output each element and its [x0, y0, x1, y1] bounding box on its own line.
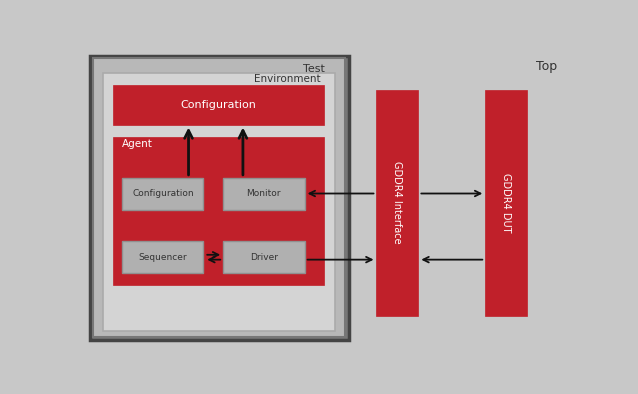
Bar: [223, 178, 305, 210]
Bar: [223, 242, 305, 273]
Text: Sequencer: Sequencer: [138, 253, 187, 262]
Bar: [122, 242, 204, 273]
Bar: [376, 90, 419, 316]
Text: Top: Top: [536, 61, 557, 74]
Text: Configuration: Configuration: [181, 100, 256, 110]
Bar: [122, 178, 204, 210]
Bar: [485, 90, 527, 316]
Bar: [114, 85, 323, 125]
Text: GDDR4 DUT: GDDR4 DUT: [501, 173, 511, 232]
Bar: [89, 56, 349, 340]
Text: Monitor: Monitor: [246, 189, 281, 198]
Text: Environment: Environment: [255, 74, 321, 84]
Text: Test: Test: [302, 64, 325, 74]
Bar: [103, 73, 335, 331]
Text: Driver: Driver: [249, 253, 278, 262]
Text: Configuration: Configuration: [132, 189, 193, 198]
Text: GDDR4 Interface: GDDR4 Interface: [392, 161, 402, 244]
Bar: [93, 58, 345, 337]
Text: Agent: Agent: [122, 139, 152, 149]
Bar: [114, 137, 323, 285]
